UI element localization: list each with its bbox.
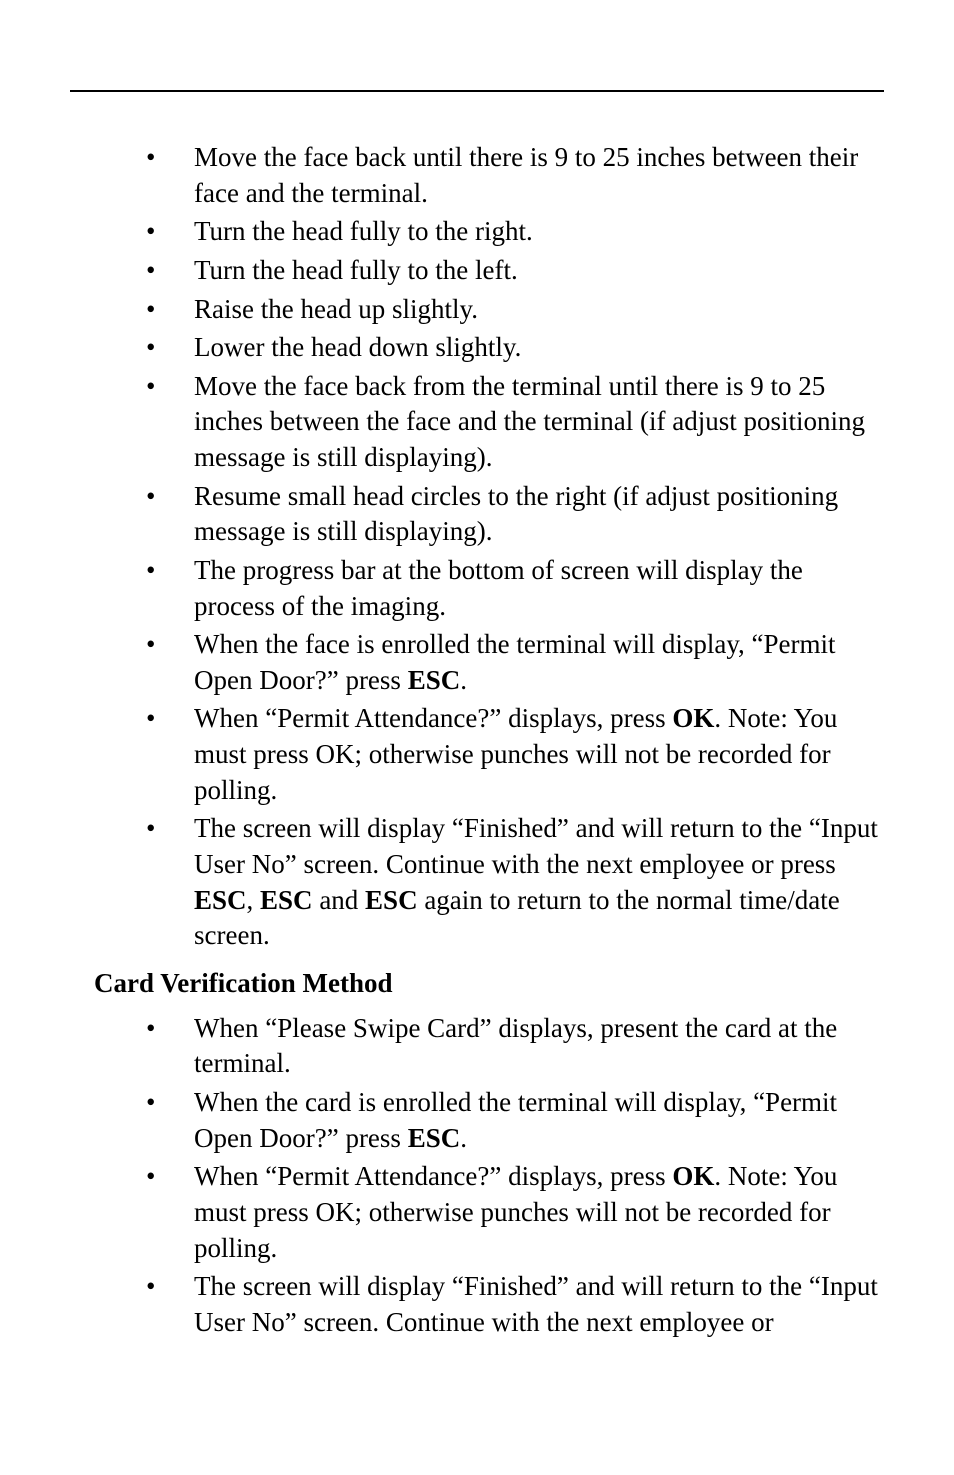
- list-item: The progress bar at the bottom of screen…: [146, 553, 884, 624]
- list-item: Move the face back from the terminal unt…: [146, 369, 884, 476]
- list-item: Turn the head fully to the right.: [146, 214, 884, 250]
- list-item: Raise the head up slightly.: [146, 292, 884, 328]
- list-item: Move the face back until there is 9 to 2…: [146, 140, 884, 211]
- list-item: Turn the head fully to the left.: [146, 253, 884, 289]
- section-heading: Card Verification Method: [94, 968, 884, 999]
- list-item: When the face is enrolled the terminal w…: [146, 627, 884, 698]
- list-item: When “Permit Attendance?” displays, pres…: [146, 701, 884, 808]
- list-item: When “Please Swipe Card” displays, prese…: [146, 1011, 884, 1082]
- list-item: The screen will display “Finished” and w…: [146, 1269, 884, 1340]
- list-item: Resume small head circles to the right (…: [146, 479, 884, 550]
- list-item: Lower the head down slightly.: [146, 330, 884, 366]
- list-item: When “Permit Attendance?” displays, pres…: [146, 1159, 884, 1266]
- instruction-list-1: Move the face back until there is 9 to 2…: [70, 140, 884, 954]
- horizontal-rule: [70, 90, 884, 92]
- instruction-list-2: When “Please Swipe Card” displays, prese…: [70, 1011, 884, 1341]
- list-item: The screen will display “Finished” and w…: [146, 811, 884, 954]
- list-item: When the card is enrolled the terminal w…: [146, 1085, 884, 1156]
